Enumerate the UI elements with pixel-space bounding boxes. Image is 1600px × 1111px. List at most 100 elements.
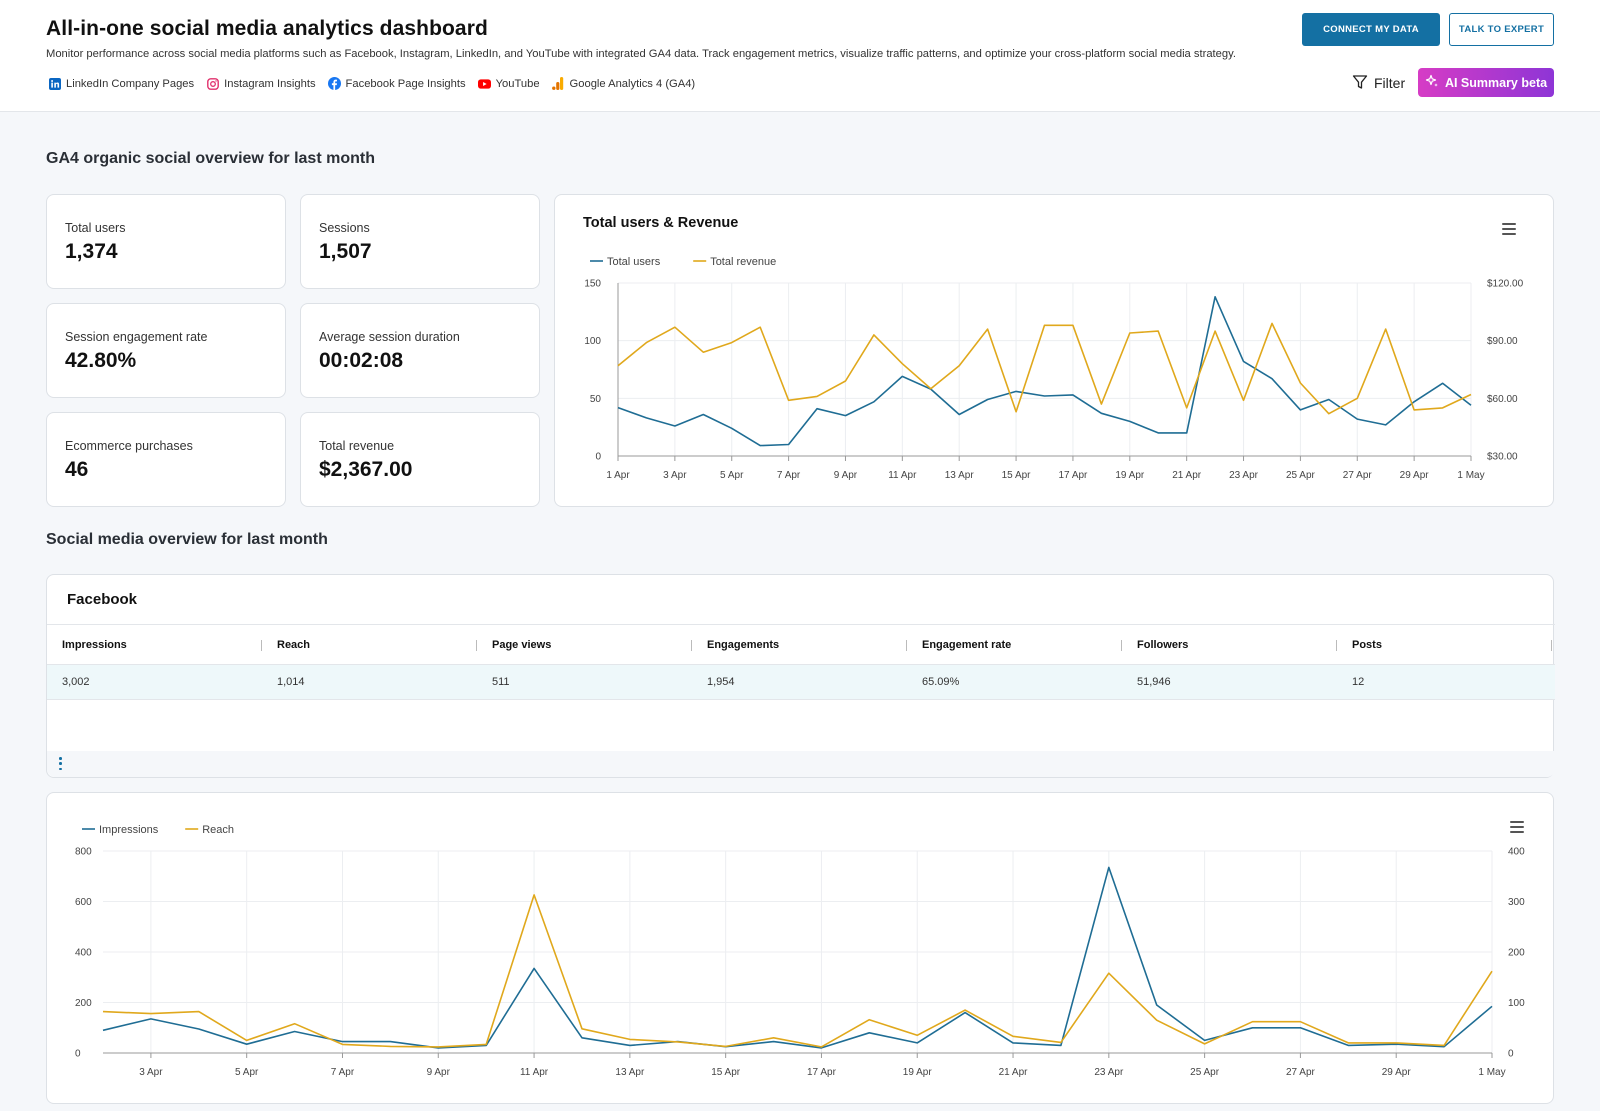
- legend-label: Impressions: [99, 824, 159, 836]
- x-tick-label: 17 Apr: [1058, 470, 1088, 481]
- table-footer: [47, 751, 1555, 777]
- x-tick-label: 9 Apr: [427, 1067, 451, 1078]
- series-line-reach: [102, 894, 1493, 1048]
- table-cell: 3,002: [62, 676, 90, 688]
- y-right-tick-label: 100: [1508, 998, 1525, 1009]
- x-tick-label: 25 Apr: [1286, 470, 1316, 481]
- kpi-label: Total users: [65, 221, 126, 235]
- kpi-value: 1,507: [319, 240, 372, 263]
- filter-button[interactable]: Filter: [1352, 72, 1405, 94]
- x-tick-label: 29 Apr: [1400, 470, 1430, 481]
- y-left-tick-label: 600: [75, 897, 92, 908]
- x-tick-label: 25 Apr: [1190, 1067, 1220, 1078]
- table-cell: 1,954: [707, 676, 735, 688]
- kpi-sessions: Sessions 1,507: [300, 194, 540, 289]
- table-cell: 51,946: [1137, 676, 1171, 688]
- kpi-value: 00:02:08: [319, 349, 404, 372]
- x-tick-label: 13 Apr: [945, 470, 975, 481]
- x-tick-label: 5 Apr: [235, 1067, 259, 1078]
- table-cell: 12: [1352, 676, 1365, 688]
- table-header: Impressions Reach Page views Engagements…: [47, 624, 1555, 665]
- column-header[interactable]: Posts: [1337, 625, 1552, 664]
- kpi-session-engagement-rate: Session engagement rate 42.80%: [46, 303, 286, 398]
- linkedin-icon: [48, 77, 61, 90]
- facebook-table-title: Facebook: [67, 591, 138, 608]
- legend-label: Total users: [607, 256, 661, 268]
- x-tick-label: 17 Apr: [807, 1067, 837, 1078]
- x-tick-label: 27 Apr: [1286, 1067, 1316, 1078]
- source-ga4[interactable]: Google Analytics 4 (GA4): [552, 77, 696, 90]
- column-header[interactable]: Engagements: [692, 625, 907, 664]
- source-facebook[interactable]: Facebook Page Insights: [327, 77, 466, 90]
- x-tick-label: 15 Apr: [711, 1067, 741, 1078]
- y-right-tick-label: 0: [1508, 1049, 1514, 1060]
- kpi-value: 42.80%: [65, 349, 137, 372]
- source-label: YouTube: [495, 77, 540, 90]
- x-tick-label: 15 Apr: [1002, 470, 1032, 481]
- filter-icon: [1352, 74, 1368, 93]
- x-tick-label: 27 Apr: [1343, 470, 1373, 481]
- legend-label: Reach: [202, 824, 234, 836]
- x-tick-label: 11 Apr: [888, 470, 917, 481]
- y-left-tick-label: 200: [75, 998, 92, 1009]
- ai-summary-button[interactable]: AI Summary beta: [1418, 68, 1554, 97]
- x-tick-label: 1 Apr: [606, 470, 630, 481]
- connect-my-data-button[interactable]: CONNECT MY DATA: [1302, 13, 1440, 46]
- series-line-impressions: [102, 866, 1493, 1049]
- kpi-value: $2,367.00: [319, 458, 413, 481]
- sparkle-icon: [1425, 74, 1439, 91]
- x-tick-label: 3 Apr: [139, 1067, 163, 1078]
- x-tick-label: 3 Apr: [663, 470, 687, 481]
- y-left-tick-label: 800: [75, 847, 92, 858]
- chart-menu-icon[interactable]: [1510, 821, 1524, 833]
- column-header[interactable]: Reach: [262, 625, 477, 664]
- y-right-tick-label: $30.00: [1487, 452, 1518, 463]
- x-tick-label: 7 Apr: [777, 470, 801, 481]
- users-revenue-chart: 0 $30.00 50 $60.00 100 $90.00 150 $120.00 1 Apr 3…: [584, 256, 1524, 481]
- column-header[interactable]: Engagement rate: [907, 625, 1122, 664]
- source-youtube[interactable]: YouTube: [477, 77, 540, 90]
- impressions-reach-chart: 0 0 200 100 400 200 600 300 800 400 3 Apr 5 Apr 7 Ap…: [75, 824, 1525, 1078]
- dashboard-header: All-in-one social media analytics dashbo…: [0, 0, 1600, 112]
- impressions-reach-chart-card: 0 0 200 100 400 200 600 300 800 400 3 Apr 5 Apr 7 Ap…: [46, 792, 1554, 1104]
- table-cell: 511: [492, 676, 510, 688]
- kpi-value: 1,374: [65, 240, 118, 263]
- page-title: All-in-one social media analytics dashbo…: [46, 17, 488, 40]
- kpi-label: Total revenue: [319, 439, 395, 453]
- source-label: Google Analytics 4 (GA4): [569, 77, 696, 90]
- kpi-label: Ecommerce purchases: [65, 439, 193, 453]
- table-row: 3,002 1,014 511 1,954 65.09% 51,946 12: [47, 665, 1555, 700]
- users-revenue-chart-card: Total users & Revenue 0 $30.00 50 $60.00 100…: [554, 194, 1554, 507]
- source-linkedin[interactable]: LinkedIn Company Pages: [48, 77, 194, 90]
- x-tick-label: 21 Apr: [1172, 470, 1202, 481]
- facebook-table-card: Facebook Impressions Reach Page views En…: [46, 574, 1555, 778]
- y-right-tick-label: 300: [1508, 897, 1525, 908]
- legend-label: Total revenue: [710, 256, 776, 268]
- talk-to-expert-button[interactable]: TALK TO EXPERT: [1449, 13, 1554, 46]
- more-options-icon[interactable]: [59, 757, 62, 770]
- page-subtitle: Monitor performance across social media …: [46, 48, 1236, 60]
- x-tick-label: 21 Apr: [999, 1067, 1029, 1078]
- series-line-total-revenue: [617, 322, 1472, 415]
- instagram-icon: [206, 77, 219, 90]
- series-line-total-users: [617, 296, 1472, 447]
- y-right-tick-label: $90.00: [1487, 336, 1518, 347]
- data-source-list: LinkedIn Company Pages Instagram Insight…: [48, 77, 695, 90]
- youtube-icon: [477, 77, 491, 90]
- kpi-total-revenue: Total revenue $2,367.00: [300, 412, 540, 507]
- y-left-tick-label: 0: [595, 452, 601, 463]
- facebook-icon: [327, 77, 341, 90]
- column-header[interactable]: Followers: [1122, 625, 1337, 664]
- x-tick-label: 19 Apr: [903, 1067, 933, 1078]
- source-label: Facebook Page Insights: [345, 77, 466, 90]
- source-instagram[interactable]: Instagram Insights: [206, 77, 316, 90]
- kpi-value: 46: [65, 458, 89, 481]
- column-header[interactable]: Impressions: [47, 625, 262, 664]
- y-right-tick-label: $120.00: [1487, 279, 1524, 290]
- column-header[interactable]: Page views: [477, 625, 692, 664]
- x-tick-label: 19 Apr: [1115, 470, 1145, 481]
- y-left-tick-label: 50: [590, 394, 602, 405]
- x-tick-label: 1 May: [1478, 1067, 1505, 1078]
- chart-menu-icon[interactable]: [1502, 223, 1516, 235]
- y-right-tick-label: $60.00: [1487, 394, 1518, 405]
